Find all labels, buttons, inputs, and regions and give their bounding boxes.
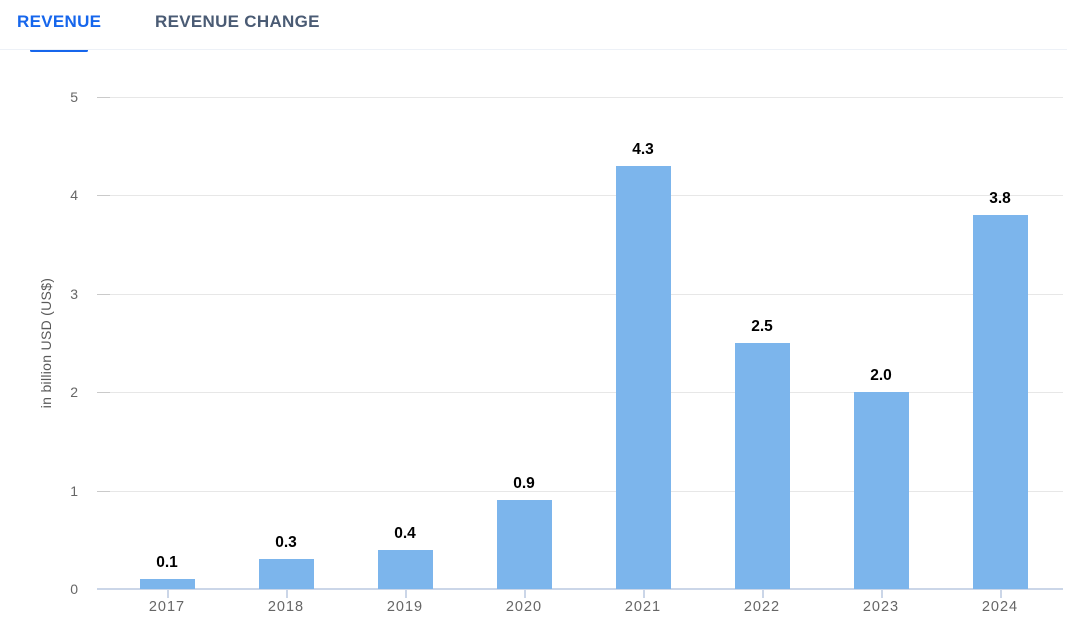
bar-value-label-2022: 2.5 [751, 318, 773, 335]
y-tick-2 [97, 392, 110, 394]
y-tick-label-2: 2 [70, 384, 78, 401]
tab-revenue-change[interactable]: REVENUE CHANGE [155, 12, 320, 31]
y-tick-label-3: 3 [70, 285, 78, 302]
tab-bar-divider [0, 49, 1067, 50]
x-category-label-2021: 2021 [624, 599, 662, 615]
y-tick-1 [97, 490, 110, 492]
bar-2024[interactable] [972, 215, 1028, 589]
x-tick-2021 [643, 589, 645, 598]
x-tick-2023 [881, 589, 883, 598]
y-tick-5 [97, 97, 110, 98]
x-category-label-2024: 2024 [981, 599, 1019, 615]
y-tick-label-4: 4 [70, 187, 78, 204]
bar-2019[interactable] [377, 549, 433, 589]
x-tick-2019 [405, 589, 407, 598]
x-category-label-2018: 2018 [267, 599, 305, 615]
x-category-label-2019: 2019 [386, 599, 424, 615]
gridline-5 [97, 97, 1063, 98]
x-tick-2018 [286, 589, 288, 598]
bar-value-label-2018: 0.3 [275, 534, 297, 552]
y-tick-label-0: 0 [70, 581, 78, 597]
x-tick-2017 [167, 589, 169, 598]
revenue-bar-chart: in billion USD (US$) 0 1 2 3 4 5 0.1 2017 0.3 201… [0, 50, 1067, 635]
bar-value-label-2017: 0.1 [156, 554, 178, 572]
bar-value-label-2023: 2.0 [870, 367, 892, 385]
x-category-label-2017: 2017 [148, 599, 186, 615]
x-category-label-2020: 2020 [505, 599, 543, 615]
bar-2017[interactable] [139, 579, 195, 589]
x-tick-2020 [524, 589, 526, 598]
y-tick-label-5: 5 [70, 89, 78, 105]
x-tick-2022 [762, 589, 764, 598]
bar-2020[interactable] [496, 500, 552, 589]
chart-tab-bar: REVENUE REVENUE CHANGE [0, 0, 1067, 52]
x-category-label-2023: 2023 [862, 599, 900, 615]
bar-value-label-2019: 0.4 [394, 524, 416, 542]
active-tab-indicator [30, 49, 88, 52]
y-tick-4 [97, 195, 110, 197]
x-axis-line [97, 588, 1063, 590]
bar-2022[interactable] [734, 343, 790, 589]
gridline-3 [97, 293, 1063, 295]
x-category-label-2022: 2022 [743, 599, 781, 615]
gridline-2 [97, 392, 1063, 394]
gridline-4 [97, 195, 1063, 197]
bar-2023[interactable] [853, 392, 909, 589]
bar-value-label-2020: 0.9 [513, 475, 535, 493]
bar-2018[interactable] [258, 559, 314, 589]
gridline-1 [97, 490, 1063, 492]
x-tick-2024 [1000, 589, 1002, 598]
bar-value-label-2021: 4.3 [632, 140, 654, 158]
y-tick-label-1: 1 [70, 482, 78, 499]
tab-revenue[interactable]: REVENUE [17, 12, 102, 31]
y-tick-3 [97, 293, 110, 295]
bar-2021[interactable] [615, 165, 671, 589]
bar-value-label-2024: 3.8 [989, 190, 1011, 208]
